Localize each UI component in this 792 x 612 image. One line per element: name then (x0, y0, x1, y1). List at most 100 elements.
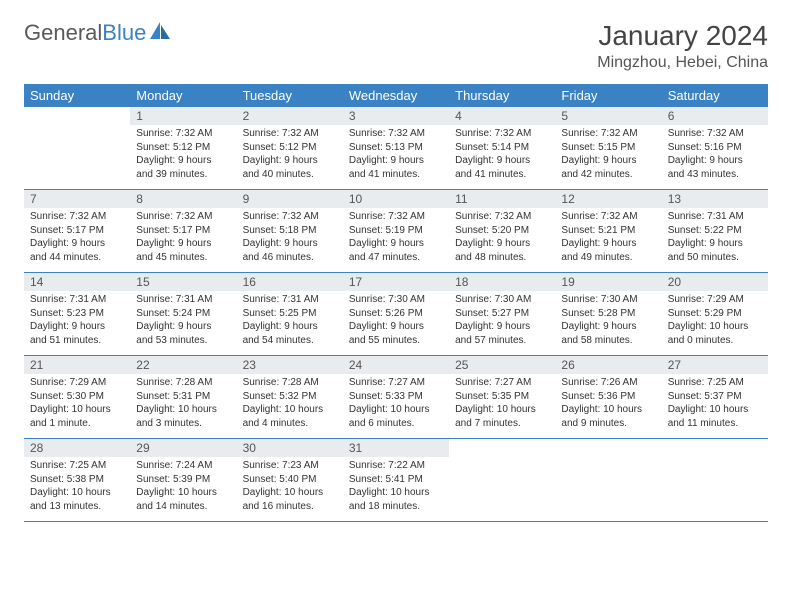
day-content: Sunrise: 7:32 AMSunset: 5:14 PMDaylight:… (449, 125, 555, 189)
daylight-line1: Daylight: 10 hours (668, 321, 749, 332)
day-content: Sunrise: 7:27 AMSunset: 5:33 PMDaylight:… (343, 374, 449, 438)
sunrise: Sunrise: 7:32 AM (455, 128, 531, 139)
sunrise: Sunrise: 7:30 AM (561, 294, 637, 305)
day-content: Sunrise: 7:30 AMSunset: 5:27 PMDaylight:… (449, 291, 555, 355)
daylight-line1: Daylight: 9 hours (349, 155, 424, 166)
daylight-line1: Daylight: 10 hours (243, 404, 324, 415)
daylight-line2: and 11 minutes. (668, 418, 738, 429)
day-content: Sunrise: 7:32 AMSunset: 5:17 PMDaylight:… (24, 208, 130, 272)
sunrise: Sunrise: 7:31 AM (668, 211, 744, 222)
day-content: Sunrise: 7:32 AMSunset: 5:15 PMDaylight:… (555, 125, 661, 189)
daylight-line2: and 7 minutes. (455, 418, 521, 429)
daylight-line1: Daylight: 9 hours (243, 155, 318, 166)
daylight-line1: Daylight: 9 hours (243, 321, 318, 332)
daylight-line2: and 51 minutes. (30, 335, 101, 346)
calendar-cell: 2Sunrise: 7:32 AMSunset: 5:12 PMDaylight… (237, 107, 343, 190)
sunrise: Sunrise: 7:29 AM (668, 294, 744, 305)
daylight-line1: Daylight: 10 hours (561, 404, 642, 415)
weekday-header: Thursday (449, 84, 555, 107)
day-content: Sunrise: 7:31 AMSunset: 5:22 PMDaylight:… (662, 208, 768, 272)
day-number: 6 (662, 107, 768, 125)
daylight-line1: Daylight: 10 hours (136, 404, 217, 415)
daylight-line2: and 49 minutes. (561, 252, 632, 263)
calendar-cell: 26Sunrise: 7:26 AMSunset: 5:36 PMDayligh… (555, 356, 661, 439)
day-content: Sunrise: 7:23 AMSunset: 5:40 PMDaylight:… (237, 457, 343, 521)
day-number: 12 (555, 190, 661, 208)
logo-text-blue: Blue (102, 20, 146, 45)
sunset: Sunset: 5:18 PM (243, 225, 317, 236)
calendar-cell: 4Sunrise: 7:32 AMSunset: 5:14 PMDaylight… (449, 107, 555, 190)
sunset: Sunset: 5:12 PM (136, 142, 210, 153)
sunset: Sunset: 5:30 PM (30, 391, 104, 402)
day-content: Sunrise: 7:32 AMSunset: 5:21 PMDaylight:… (555, 208, 661, 272)
daylight-line2: and 18 minutes. (349, 501, 420, 512)
daylight-line2: and 14 minutes. (136, 501, 207, 512)
sunrise: Sunrise: 7:28 AM (136, 377, 212, 388)
sunset: Sunset: 5:21 PM (561, 225, 635, 236)
day-number: 3 (343, 107, 449, 125)
sunrise: Sunrise: 7:31 AM (243, 294, 319, 305)
sunset: Sunset: 5:28 PM (561, 308, 635, 319)
day-content: Sunrise: 7:32 AMSunset: 5:19 PMDaylight:… (343, 208, 449, 272)
sunrise: Sunrise: 7:32 AM (349, 211, 425, 222)
daylight-line1: Daylight: 10 hours (136, 487, 217, 498)
weekday-header: Friday (555, 84, 661, 107)
daylight-line1: Daylight: 10 hours (668, 404, 749, 415)
daylight-line1: Daylight: 9 hours (136, 155, 211, 166)
calendar-row: 7Sunrise: 7:32 AMSunset: 5:17 PMDaylight… (24, 190, 768, 273)
sunrise: Sunrise: 7:31 AM (136, 294, 212, 305)
calendar-cell: 27Sunrise: 7:25 AMSunset: 5:37 PMDayligh… (662, 356, 768, 439)
sunset: Sunset: 5:29 PM (668, 308, 742, 319)
day-number: 24 (343, 356, 449, 374)
sunset: Sunset: 5:13 PM (349, 142, 423, 153)
calendar-cell (24, 107, 130, 190)
day-content: Sunrise: 7:28 AMSunset: 5:32 PMDaylight:… (237, 374, 343, 438)
sunset: Sunset: 5:24 PM (136, 308, 210, 319)
calendar-cell: 8Sunrise: 7:32 AMSunset: 5:17 PMDaylight… (130, 190, 236, 273)
day-number: 9 (237, 190, 343, 208)
day-content: Sunrise: 7:32 AMSunset: 5:20 PMDaylight:… (449, 208, 555, 272)
daylight-line2: and 9 minutes. (561, 418, 627, 429)
sunrise: Sunrise: 7:32 AM (455, 211, 531, 222)
day-number: 7 (24, 190, 130, 208)
month-title: January 2024 (597, 20, 768, 52)
daylight-line2: and 16 minutes. (243, 501, 314, 512)
weekday-header: Tuesday (237, 84, 343, 107)
sunrise: Sunrise: 7:30 AM (455, 294, 531, 305)
daylight-line1: Daylight: 9 hours (561, 155, 636, 166)
calendar-cell: 13Sunrise: 7:31 AMSunset: 5:22 PMDayligh… (662, 190, 768, 273)
day-number: 28 (24, 439, 130, 457)
day-content: Sunrise: 7:32 AMSunset: 5:12 PMDaylight:… (237, 125, 343, 189)
calendar-cell: 15Sunrise: 7:31 AMSunset: 5:24 PMDayligh… (130, 273, 236, 356)
daylight-line2: and 58 minutes. (561, 335, 632, 346)
calendar-cell (555, 439, 661, 522)
daylight-line2: and 41 minutes. (455, 169, 526, 180)
day-number: 25 (449, 356, 555, 374)
daylight-line2: and 6 minutes. (349, 418, 415, 429)
sunset: Sunset: 5:40 PM (243, 474, 317, 485)
sunrise: Sunrise: 7:32 AM (668, 128, 744, 139)
day-content: Sunrise: 7:30 AMSunset: 5:26 PMDaylight:… (343, 291, 449, 355)
day-content: Sunrise: 7:32 AMSunset: 5:16 PMDaylight:… (662, 125, 768, 189)
sunset: Sunset: 5:26 PM (349, 308, 423, 319)
day-number: 22 (130, 356, 236, 374)
calendar-cell: 3Sunrise: 7:32 AMSunset: 5:13 PMDaylight… (343, 107, 449, 190)
sunset: Sunset: 5:17 PM (30, 225, 104, 236)
sunset: Sunset: 5:27 PM (455, 308, 529, 319)
daylight-line2: and 45 minutes. (136, 252, 207, 263)
daylight-line2: and 47 minutes. (349, 252, 420, 263)
sunset: Sunset: 5:23 PM (30, 308, 104, 319)
calendar-cell: 6Sunrise: 7:32 AMSunset: 5:16 PMDaylight… (662, 107, 768, 190)
sail-icon (150, 22, 172, 45)
day-number: 17 (343, 273, 449, 291)
calendar-cell: 12Sunrise: 7:32 AMSunset: 5:21 PMDayligh… (555, 190, 661, 273)
sunset: Sunset: 5:37 PM (668, 391, 742, 402)
day-content: Sunrise: 7:32 AMSunset: 5:13 PMDaylight:… (343, 125, 449, 189)
sunrise: Sunrise: 7:22 AM (349, 460, 425, 471)
weekday-header: Saturday (662, 84, 768, 107)
sunset: Sunset: 5:14 PM (455, 142, 529, 153)
daylight-line2: and 50 minutes. (668, 252, 739, 263)
calendar-cell: 14Sunrise: 7:31 AMSunset: 5:23 PMDayligh… (24, 273, 130, 356)
day-number: 10 (343, 190, 449, 208)
calendar-cell: 29Sunrise: 7:24 AMSunset: 5:39 PMDayligh… (130, 439, 236, 522)
